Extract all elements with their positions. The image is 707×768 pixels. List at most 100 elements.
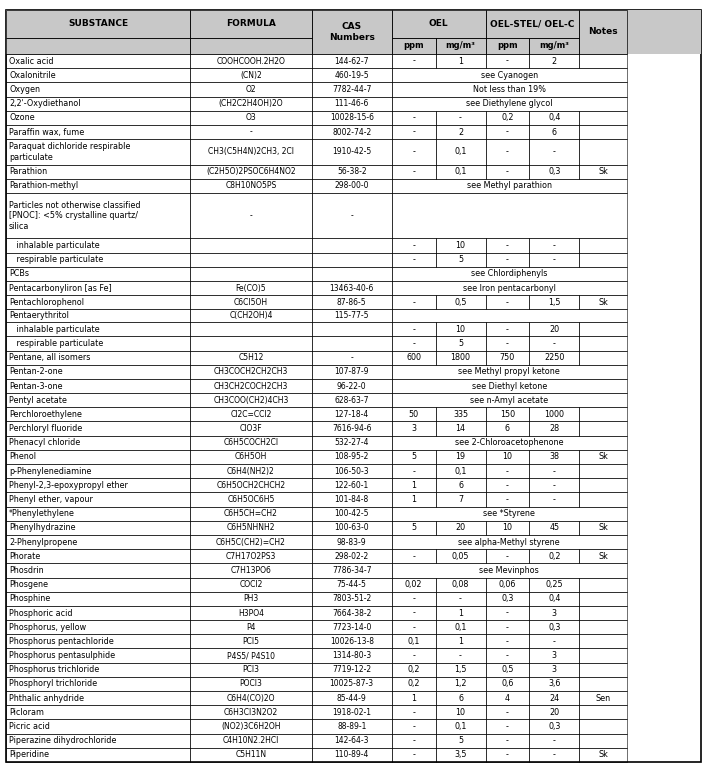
Bar [486,139,530,164]
Text: -: - [412,255,415,264]
Text: Sk: Sk [598,551,608,561]
Bar [486,748,530,762]
Bar [392,125,436,139]
Text: Phenylhydrazine: Phenylhydrazine [9,523,76,532]
Text: -: - [506,651,509,660]
Text: 13463-40-6: 13463-40-6 [329,283,374,293]
Text: 0,1: 0,1 [455,167,467,177]
Text: 0,3: 0,3 [501,594,513,604]
Text: Phenyl ether, vapour: Phenyl ether, vapour [9,495,93,504]
Text: 10: 10 [455,708,465,717]
Bar [436,691,486,705]
Text: 10: 10 [503,523,513,532]
Text: Oxalic acid: Oxalic acid [9,57,54,65]
Bar [579,464,626,478]
Bar [530,407,579,422]
Text: CAS
Numbers: CAS Numbers [329,22,375,41]
Text: 14: 14 [455,424,465,433]
Text: Phenacyl chloride: Phenacyl chloride [9,439,81,447]
Text: -: - [506,722,509,731]
Text: 5: 5 [411,452,416,462]
Bar [6,691,190,705]
Bar [312,407,392,422]
Text: 750: 750 [500,353,515,362]
Bar [530,125,579,139]
Bar [392,238,436,253]
Bar [530,591,579,606]
Text: 10025-87-3: 10025-87-3 [329,680,374,688]
Bar [190,748,312,762]
Text: 0,05: 0,05 [452,551,469,561]
Text: -: - [506,167,509,177]
Text: 0,5: 0,5 [455,298,467,306]
Bar [312,435,392,450]
Bar [392,535,626,549]
Text: Pentaerythritol: Pentaerythritol [9,311,69,320]
Text: 127-18-4: 127-18-4 [334,410,369,419]
Bar [486,464,530,478]
Text: 6: 6 [505,424,510,433]
Bar [392,733,436,748]
Text: 3,6: 3,6 [548,680,561,688]
Text: 1: 1 [458,637,463,646]
Bar [6,97,190,111]
Bar [392,677,436,691]
Text: -: - [506,255,509,264]
Text: 0,25: 0,25 [546,580,563,589]
Bar [312,535,392,549]
Text: -: - [459,114,462,122]
Bar [486,478,530,492]
Text: see Diethylene glycol: see Diethylene glycol [466,99,552,108]
Bar [436,549,486,564]
Bar [436,336,486,350]
Text: -: - [553,750,556,760]
Text: 1918-02-1: 1918-02-1 [332,708,371,717]
Text: 0,02: 0,02 [405,580,422,589]
Text: ppm: ppm [497,41,518,51]
Bar [486,350,530,365]
Text: Phorate: Phorate [9,551,40,561]
Bar [190,564,312,578]
Text: Phosphorus pentasulphide: Phosphorus pentasulphide [9,651,115,660]
Bar [190,97,312,111]
Bar [392,620,436,634]
Bar [6,422,190,435]
Text: see Iron pentacarbonyl: see Iron pentacarbonyl [463,283,556,293]
Bar [579,336,626,350]
Bar [312,336,392,350]
Bar [312,97,392,111]
Text: Sk: Sk [598,452,608,462]
Text: 628-63-7: 628-63-7 [334,396,369,405]
Bar [6,748,190,762]
Bar [392,68,626,82]
Text: Phosphorus pentachloride: Phosphorus pentachloride [9,637,114,646]
Bar [530,492,579,507]
Text: -: - [553,467,556,475]
Text: P4: P4 [246,623,256,632]
Bar [190,111,312,125]
Bar [392,507,626,521]
Text: 2: 2 [458,127,463,137]
Text: -: - [412,325,415,334]
Text: Piperazine dihydrochloride: Piperazine dihydrochloride [9,737,117,745]
Text: Phosphoric acid: Phosphoric acid [9,608,73,617]
Bar [312,705,392,720]
Bar [436,464,486,478]
Text: -: - [412,594,415,604]
Bar [6,578,190,591]
Text: -: - [553,147,556,157]
Bar [6,179,190,193]
Bar [530,578,579,591]
Bar [6,407,190,422]
Text: -: - [412,339,415,348]
Text: Cl2C=CCl2: Cl2C=CCl2 [230,410,271,419]
Bar [392,634,436,648]
Text: -: - [459,594,462,604]
Bar [312,393,392,407]
Bar [486,295,530,310]
Bar [579,720,626,733]
Text: Sk: Sk [598,523,608,532]
Text: 20: 20 [549,708,559,717]
Bar [579,549,626,564]
Bar [6,253,190,266]
